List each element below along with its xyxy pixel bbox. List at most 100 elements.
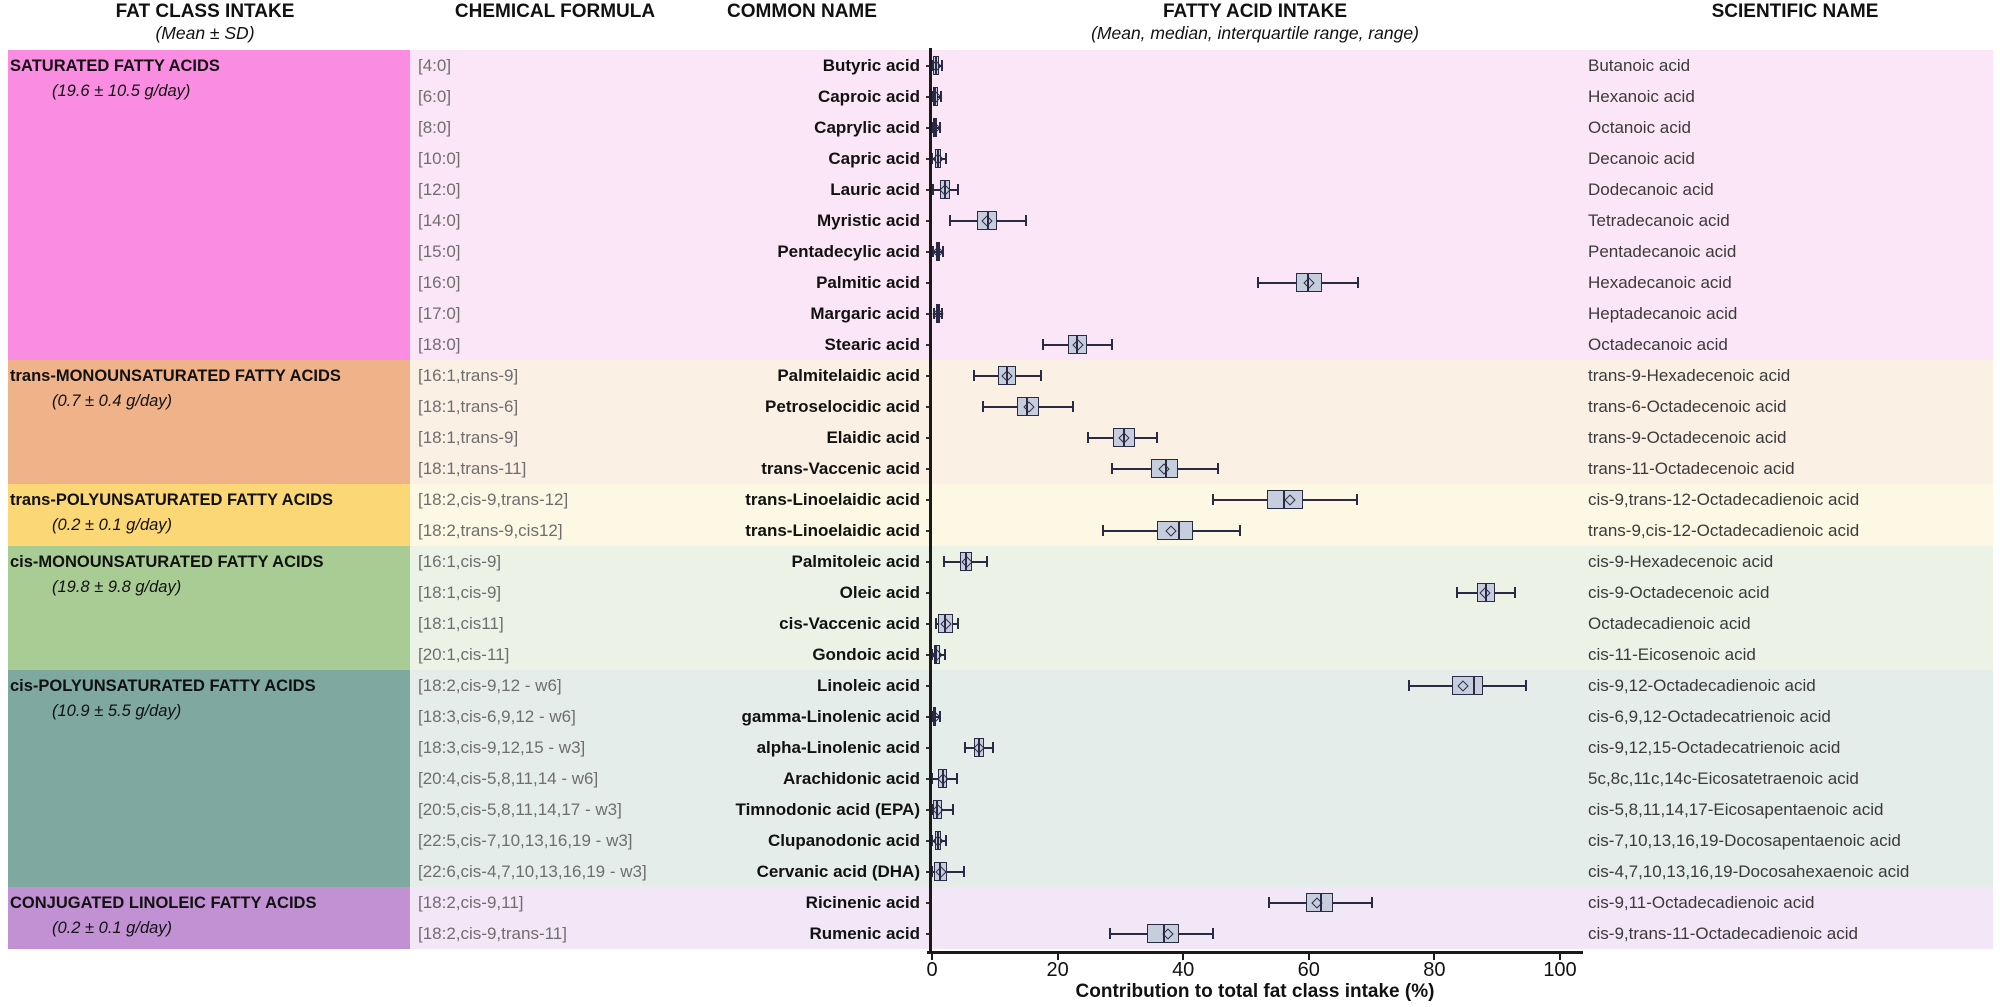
x-axis-tickmark bbox=[1559, 953, 1561, 960]
box-whisker-cap-low bbox=[1110, 463, 1113, 474]
common-name: Palmitelaidic acid bbox=[777, 366, 920, 385]
box-whisker-cap-low bbox=[948, 215, 951, 226]
box-whisker-cap-high bbox=[944, 153, 947, 164]
box-iqr bbox=[1156, 521, 1193, 540]
box-median-line bbox=[1026, 397, 1029, 416]
box-whisker-cap-low bbox=[1086, 432, 1089, 443]
row-axis-tick bbox=[926, 250, 931, 253]
box-whisker-cap-high bbox=[991, 742, 994, 753]
chemical-formula: [15:0] bbox=[418, 242, 461, 261]
y-axis-line bbox=[929, 48, 932, 953]
scientific-name: Octadecadienoic acid bbox=[1588, 614, 1751, 633]
box-whisker-cap-high bbox=[1513, 587, 1516, 598]
box-median-line bbox=[935, 645, 938, 664]
box-median-line bbox=[936, 800, 939, 819]
x-axis-label: Contribution to total fat class intake (… bbox=[1075, 981, 1435, 1002]
row-axis-tick bbox=[926, 64, 931, 67]
chemical-formula: [10:0] bbox=[418, 149, 461, 168]
row-band bbox=[410, 577, 1993, 608]
chemical-formula-header: CHEMICAL FORMULA bbox=[454, 1, 656, 22]
box-iqr bbox=[1451, 676, 1483, 695]
box-median-line bbox=[936, 304, 939, 323]
row-band bbox=[410, 608, 1993, 639]
box-median-line bbox=[1164, 459, 1167, 478]
row-band bbox=[410, 360, 1993, 391]
box-whisker-cap-high bbox=[951, 804, 954, 815]
fat-class-block: cis-MONOUNSATURATED FATTY ACIDS (19.8 ± 9… bbox=[8, 546, 410, 670]
box-whisker-cap-high bbox=[1355, 494, 1358, 505]
box-median-line bbox=[934, 87, 937, 106]
box-whisker-cap-low bbox=[1408, 680, 1411, 691]
row-axis-tick bbox=[926, 343, 931, 346]
scientific-name: cis-9,12-Octadecadienoic acid bbox=[1588, 676, 1816, 695]
x-axis-tick-label: 60 bbox=[1297, 959, 1320, 981]
common-name: Palmitic acid bbox=[816, 273, 920, 292]
common-name: trans-Linoelaidic acid bbox=[745, 490, 920, 509]
box-whisker-cap-low bbox=[1042, 339, 1045, 350]
chemical-formula: [18:2,cis-9,12 - w6] bbox=[418, 676, 562, 695]
common-name: Elaidic acid bbox=[826, 428, 920, 447]
row-band bbox=[410, 670, 1993, 701]
fat-class-name: trans-MONOUNSATURATED FATTY ACIDS bbox=[10, 367, 341, 385]
fatty-acid-intake-header: FATTY ACID INTAKE bbox=[1162, 1, 1348, 22]
fat-class-name: trans-POLYUNSATURATED FATTY ACIDS bbox=[10, 491, 333, 509]
chemical-formula: [18:3,cis-6,9,12 - w6] bbox=[418, 707, 576, 726]
box-whisker-cap-high bbox=[1040, 370, 1043, 381]
box-whisker-cap-low bbox=[932, 308, 935, 319]
row-axis-tick bbox=[926, 374, 931, 377]
common-name: Cervanic acid (DHA) bbox=[756, 862, 920, 881]
box-median-line bbox=[936, 242, 939, 261]
scientific-name: cis-6,9,12-Octadecatrienoic acid bbox=[1588, 707, 1831, 726]
chemical-formula: [18:1,cis11] bbox=[418, 614, 504, 633]
common-name: Lauric acid bbox=[830, 180, 920, 199]
common-name: Caproic acid bbox=[817, 87, 920, 106]
x-axis-tick-label: 0 bbox=[926, 959, 938, 981]
box-whisker-cap-high bbox=[938, 122, 941, 133]
scientific-name: cis-9,trans-11-Octadecadienoic acid bbox=[1588, 924, 1858, 943]
fat-class-block: SATURATED FATTY ACIDS (19.6 ± 10.5 g/day) bbox=[8, 50, 410, 360]
box-whisker-cap-low bbox=[932, 184, 935, 195]
fatty-acid-intake-subheader: (Mean, median, interquartile range, rang… bbox=[1091, 23, 1419, 43]
box-whisker-cap-high bbox=[944, 835, 947, 846]
common-name: Oleic acid bbox=[839, 583, 920, 602]
box-whisker-cap-high bbox=[986, 556, 989, 567]
row-band bbox=[410, 546, 1993, 577]
box-whisker-cap-low bbox=[942, 556, 945, 567]
fat-class-name: cis-MONOUNSATURATED FATTY ACIDS bbox=[10, 553, 324, 571]
row-axis-tick bbox=[926, 312, 931, 315]
chemical-formula: [18:1,trans-6] bbox=[418, 397, 519, 416]
scientific-name: Hexanoic acid bbox=[1588, 87, 1695, 106]
x-axis-line bbox=[927, 951, 1583, 954]
box-median-line bbox=[943, 614, 946, 633]
box-iqr bbox=[1150, 459, 1179, 478]
fat-class-intake: (19.8 ± 9.8 g/day) bbox=[52, 578, 182, 596]
row-axis-tick bbox=[926, 839, 931, 842]
box-whisker-cap-low bbox=[1267, 897, 1270, 908]
box-whisker-cap-low bbox=[1211, 494, 1214, 505]
box-whisker-cap-low bbox=[934, 618, 937, 629]
common-name: Clupanodonic acid bbox=[767, 831, 920, 850]
chemical-formula: [18:2,cis-9,11] bbox=[418, 893, 524, 912]
row-axis-tick bbox=[926, 498, 931, 501]
row-band bbox=[410, 422, 1993, 453]
box-median-line bbox=[939, 862, 942, 881]
scientific-name: Octadecanoic acid bbox=[1588, 335, 1728, 354]
row-band bbox=[410, 205, 1993, 236]
scientific-name: trans-9,cis-12-Octadecadienoic acid bbox=[1588, 521, 1860, 540]
box-median-line bbox=[1320, 893, 1323, 912]
common-name: Linoleic acid bbox=[817, 676, 920, 695]
box-median-line bbox=[941, 769, 944, 788]
box-whisker-cap-low bbox=[1101, 525, 1104, 536]
scientific-name: cis-4,7,10,13,16,19-Docosahexaenoic acid bbox=[1588, 862, 1910, 881]
chemical-formula: [20:1,cis-11] bbox=[418, 645, 510, 664]
common-name: cis-Vaccenic acid bbox=[779, 614, 920, 633]
row-axis-tick bbox=[926, 188, 931, 191]
box-median-line bbox=[936, 831, 939, 850]
box-whisker-cap-high bbox=[939, 91, 942, 102]
scientific-name: 5c,8c,11c,14c-Eicosatetraenoic acid bbox=[1588, 769, 1859, 788]
fat-class-intake: (10.9 ± 5.5 g/day) bbox=[52, 702, 182, 720]
scientific-name: Tetradecanoic acid bbox=[1588, 211, 1730, 230]
fat-class-name: cis-POLYUNSATURATED FATTY ACIDS bbox=[10, 677, 316, 695]
common-name: Gondoic acid bbox=[812, 645, 920, 664]
box-median-line bbox=[964, 552, 967, 571]
